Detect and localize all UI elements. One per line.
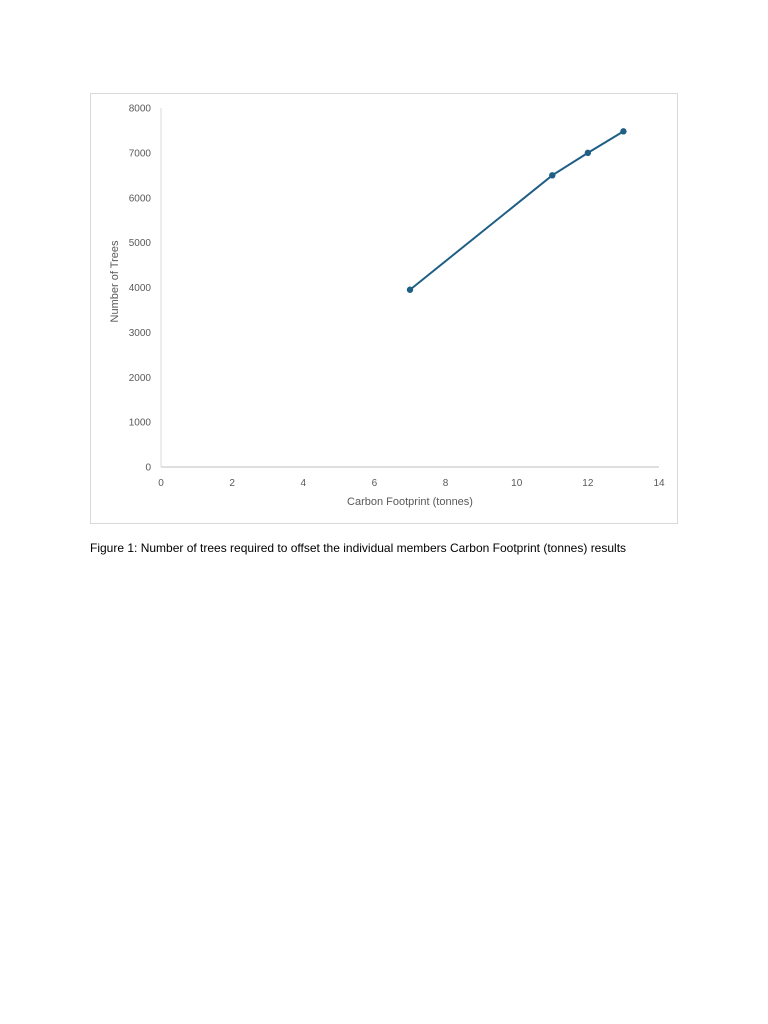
x-tick-labels: 0 2 4 6 8 10 12 14: [158, 478, 665, 489]
x-tick-label: 10: [511, 478, 523, 489]
x-tick-label: 4: [301, 478, 307, 489]
data-point: [620, 128, 627, 135]
x-tick-label: 6: [372, 478, 378, 489]
series: [406, 128, 627, 293]
y-tick-label: 8000: [129, 104, 152, 115]
y-tick-label: 4000: [129, 283, 152, 294]
x-tick-label: 14: [653, 478, 665, 489]
line-chart: 0 2 4 6 8 10 12 14 0 1000 2000 3000 4000 5000 6000 700…: [109, 104, 665, 509]
y-tick-labels: 0 1000 2000 3000 4000 5000 6000 7000 8000: [129, 104, 152, 474]
y-axis-title: Number of Trees: [109, 240, 121, 322]
y-tick-label: 0: [145, 463, 151, 474]
y-tick-label: 2000: [129, 373, 152, 384]
x-tick-label: 0: [158, 478, 164, 489]
x-tick-label: 2: [229, 478, 235, 489]
x-tick-label: 8: [443, 478, 449, 489]
data-point: [406, 286, 414, 293]
y-tick-label: 5000: [129, 238, 152, 249]
data-point: [549, 172, 556, 179]
y-tick-label: 7000: [129, 148, 152, 159]
axes: [160, 108, 659, 468]
x-tick-label: 12: [582, 478, 594, 489]
figure-caption: Figure 1: Number of trees required to of…: [90, 541, 627, 555]
y-tick-label: 3000: [129, 328, 152, 339]
x-axis-title: Carbon Footprint (tonnes): [347, 496, 473, 508]
series-line: [409, 130, 624, 291]
y-tick-label: 1000: [129, 418, 152, 429]
chart-frame: 0 2 4 6 8 10 12 14 0 1000 2000 3000 4000 5000 6000 700…: [90, 93, 678, 524]
y-tick-label: 6000: [129, 193, 152, 204]
data-point: [584, 149, 592, 157]
